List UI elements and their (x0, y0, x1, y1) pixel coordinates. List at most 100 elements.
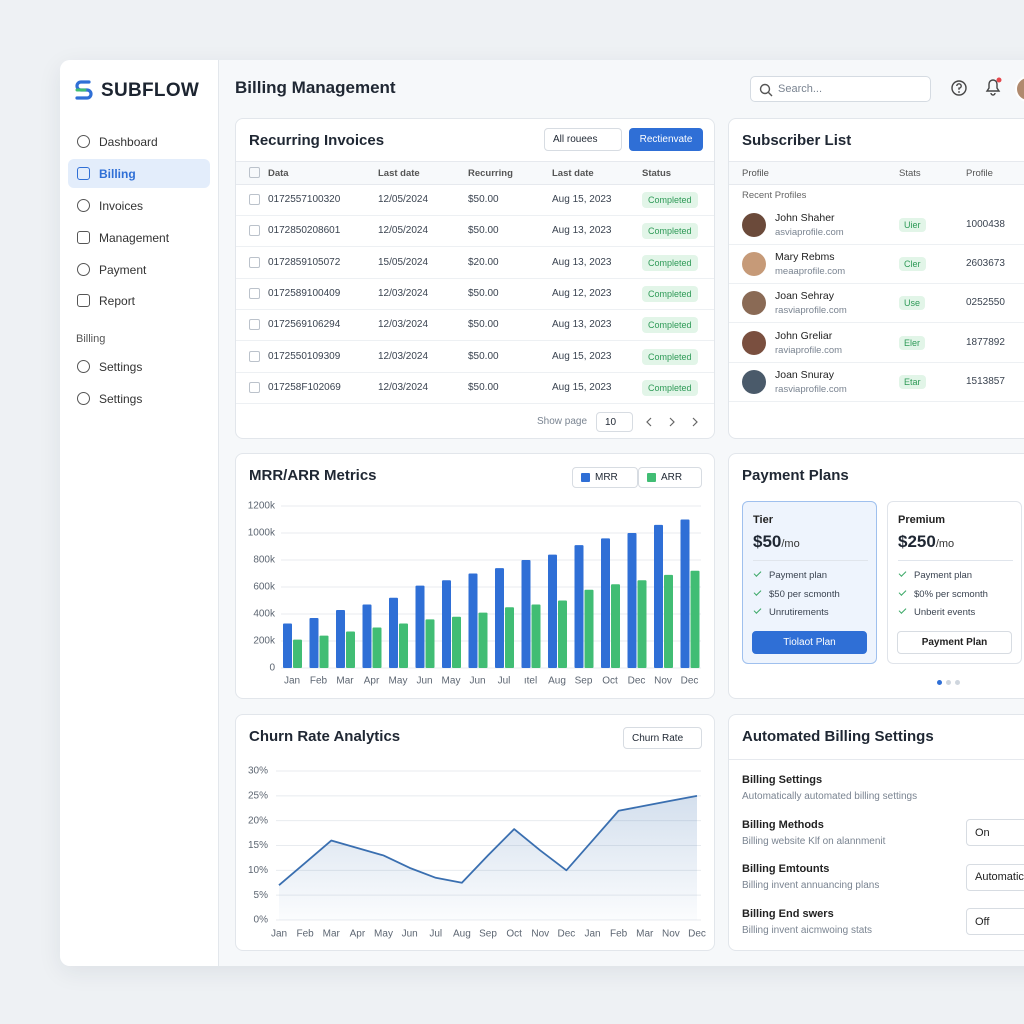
nav-item[interactable]: Settings (68, 352, 210, 381)
subscriber-name: Joan Sehray (775, 290, 834, 303)
nav-item[interactable]: Management (68, 223, 210, 252)
pagination-arrow (692, 417, 698, 427)
stats-badge: Cler (899, 257, 926, 272)
x-tick-label: Aug (453, 929, 471, 940)
checkbox[interactable] (249, 381, 260, 393)
mrr-panel: MRR/ARR Metrics MRR ARR 0 200k 400k 600k 800k 10… (235, 453, 715, 699)
bar (372, 627, 382, 668)
plan-price: $50 (753, 532, 782, 551)
filter-dropdown[interactable]: All rouees (544, 128, 622, 151)
nav-icon (77, 263, 90, 276)
bar (574, 545, 584, 668)
nav-item[interactable]: Report (68, 286, 210, 315)
table-cell: Aug 15, 2023 (552, 381, 612, 393)
plan-card[interactable]: Premium $250/mo Payment plan $0% per scmont… (887, 501, 1022, 664)
subscriber-email: meaaprofile.com (775, 266, 846, 278)
page-size-select[interactable]: 10 (596, 412, 633, 432)
checkbox[interactable] (249, 194, 260, 205)
table-cell: $20.00 (468, 256, 499, 268)
nav-item[interactable]: Payment (68, 255, 210, 284)
table-cell: 12/03/2024 (378, 319, 429, 331)
plan-name: Tier (753, 514, 773, 526)
legend-item[interactable]: MRR (572, 467, 638, 488)
x-tick-label: Apr (364, 676, 380, 687)
y-tick-label: 600k (253, 582, 276, 593)
table-cell: Aug 15, 2023 (552, 194, 612, 205)
bar (521, 560, 531, 668)
setting-control[interactable]: Automatic (966, 863, 1024, 891)
pagination-arrow (646, 417, 652, 427)
checkbox[interactable] (249, 287, 260, 299)
avatar (742, 213, 766, 237)
plan-feature: $50 per scmonth (769, 588, 840, 600)
plan-period: /mo (935, 538, 955, 550)
search-box[interactable]: Search... (750, 76, 931, 102)
bar (584, 589, 594, 668)
legend-item[interactable]: ARR (638, 467, 702, 488)
bar (389, 597, 398, 668)
search-placeholder: Search... (778, 83, 823, 95)
plan-button[interactable]: Payment Plan (897, 631, 1012, 654)
profile-number: 2603673 (966, 258, 1005, 270)
checkbox[interactable] (249, 256, 260, 268)
subscriber-name: John Greliar (775, 329, 833, 342)
avatar (742, 369, 766, 394)
row-divider (236, 246, 714, 248)
x-tick-label: Nov (654, 676, 672, 687)
setting-control[interactable]: On (966, 819, 1024, 846)
nav-item[interactable]: Invoices (68, 191, 210, 220)
nav-item[interactable]: Dashboard (68, 127, 210, 156)
chart: 0% 5% 10% 15% 20% 25% 30% Jan Feb Mar Apr May Jun Jul… (248, 766, 706, 940)
stats-badge: Uier (899, 218, 926, 232)
column-header: Last date (378, 168, 420, 179)
subscriber-name: Joan Snuray (775, 368, 834, 381)
carousel-dot[interactable] (946, 680, 951, 685)
row-divider (236, 340, 714, 342)
table-cell: Aug 12, 2023 (552, 287, 612, 299)
column-header: Data (268, 168, 289, 179)
x-tick-label: May (374, 929, 393, 940)
bell-icon[interactable] (983, 76, 1003, 98)
primary-button[interactable]: Rectienvate (629, 128, 703, 151)
checkbox[interactable] (249, 350, 260, 362)
table-cell: Aug 15, 2023 (552, 350, 612, 362)
bar (415, 585, 425, 668)
bar (680, 519, 690, 668)
carousel-dot[interactable] (937, 680, 942, 685)
plan-button[interactable]: Tiolaot Plan (752, 631, 867, 654)
x-tick-label: Jun (416, 676, 432, 687)
settings-panel: Automated Billing Settings Billing Settin… (728, 714, 1024, 951)
search-icon (759, 83, 773, 97)
row-divider (729, 322, 1024, 324)
column-header: Recurring (468, 168, 513, 179)
checkbox[interactable] (249, 225, 260, 237)
nav-label: Payment (99, 263, 147, 277)
x-tick-label: Feb (310, 676, 328, 687)
help-icon[interactable] (950, 79, 970, 99)
bar (283, 623, 292, 668)
carousel-dot[interactable] (955, 680, 960, 685)
bar (425, 619, 435, 668)
nav-item[interactable]: Settings (68, 384, 210, 413)
nav-item[interactable]: Billing (68, 159, 210, 188)
bar (452, 616, 461, 668)
row-divider (729, 361, 1024, 363)
table-cell: 0172589100409 (268, 287, 341, 299)
table-cell: Aug 13, 2023 (552, 256, 612, 268)
checkbox[interactable] (249, 319, 260, 331)
checkbox[interactable] (249, 167, 260, 178)
table-cell: $50.00 (468, 350, 499, 362)
profile-number: 0252550 (966, 297, 1005, 309)
avatar (742, 291, 766, 316)
panel-title: Payment Plans (742, 467, 849, 484)
nav-icon (77, 135, 90, 148)
bar (478, 612, 488, 668)
y-tick-label: 0 (269, 663, 275, 674)
y-tick-label: 0% (254, 915, 269, 926)
table-cell: 15/05/2024 (378, 256, 429, 268)
setting-control[interactable]: Off (966, 908, 1024, 936)
chart-selector[interactable]: Churn Rate (623, 727, 702, 749)
table-cell: 0172550109309 (268, 350, 341, 362)
plan-card[interactable]: Tier $50/mo Payment plan $50 per scmonth Unr… (742, 501, 877, 664)
row-divider (236, 308, 714, 310)
